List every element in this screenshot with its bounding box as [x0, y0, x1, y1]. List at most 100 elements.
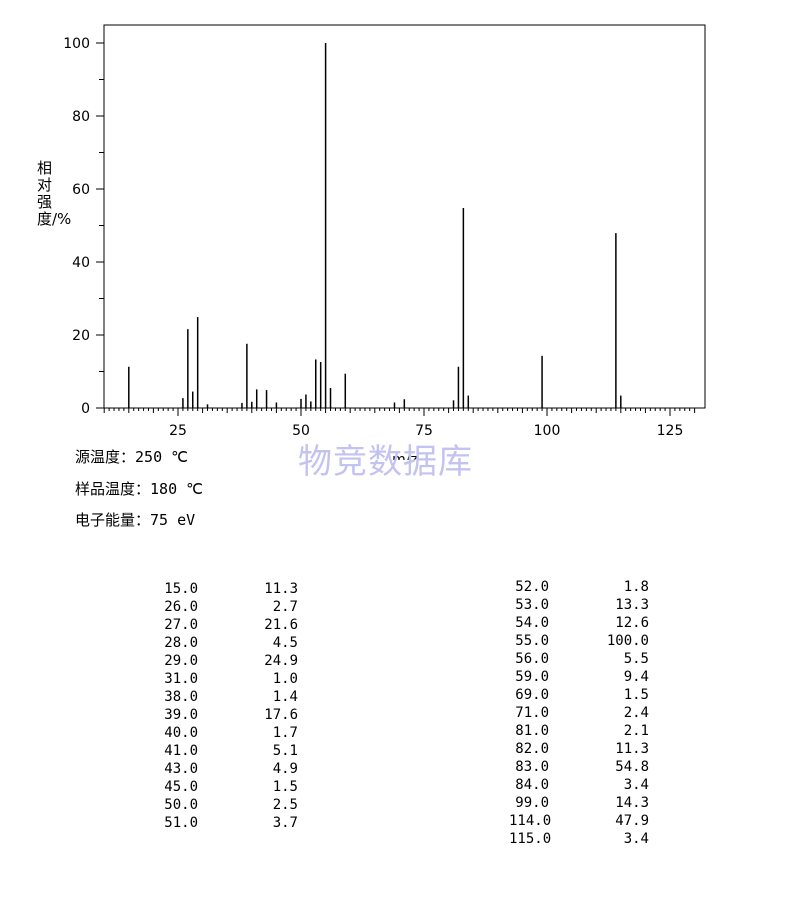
x-tick-label: 75 — [415, 423, 433, 439]
abundance-value: 1.5 — [272, 779, 298, 795]
mass-spectrum-chart: 25 50 75 100 125 0 20 40 60 80 100 m/z — [63, 24, 706, 460]
mz-value: 43.0 — [164, 761, 198, 777]
abundance-value: 13.3 — [615, 597, 649, 613]
x-axis-label: m/z — [392, 452, 418, 460]
mz-value: 38.0 — [164, 689, 198, 705]
source-temperature-value: 250 ℃ — [135, 448, 188, 466]
abundance-value: 1.0 — [272, 671, 298, 687]
mz-value: 99.0 — [515, 795, 549, 811]
table-row: 71.0 2.4 — [509, 704, 649, 722]
mz-value: 114.0 — [509, 813, 552, 829]
abundance-value: 4.9 — [272, 761, 298, 777]
mz-value: 39.0 — [164, 707, 198, 723]
table-row: 59.0 9.4 — [509, 668, 649, 686]
mz-value: 82.0 — [515, 741, 549, 757]
table-row: 82.0 11.3 — [509, 740, 649, 758]
table-row: 40.0 1.7 — [158, 724, 298, 742]
table-row: 45.0 1.5 — [158, 778, 298, 796]
abundance-value: 2.1 — [623, 723, 649, 739]
y-tick-label: 100 — [63, 36, 90, 52]
mz-value: 51.0 — [164, 815, 198, 831]
mz-value: 54.0 — [515, 615, 549, 631]
y-tick-label: 20 — [72, 328, 90, 344]
electron-energy: 电子能量：75 eV — [75, 509, 195, 530]
table-row: 51.0 3.7 — [158, 814, 298, 832]
electron-energy-label: 电子能量： — [75, 511, 151, 529]
x-tick-label: 25 — [169, 423, 187, 439]
abundance-value: 1.4 — [272, 689, 298, 705]
y-tick-label: 40 — [72, 255, 90, 271]
abundance-value: 47.9 — [615, 813, 649, 829]
table-row: 83.0 54.8 — [509, 758, 649, 776]
tick-labels: 25 50 75 100 125 0 20 40 60 80 100 m/z — [63, 36, 683, 460]
y-tick-label: 0 — [81, 401, 90, 417]
table-row: 43.0 4.9 — [158, 760, 298, 778]
abundance-value: 3.4 — [623, 831, 649, 847]
mz-value: 81.0 — [515, 723, 549, 739]
abundance-value: 54.8 — [615, 759, 649, 775]
plot-frame — [103, 24, 706, 409]
abundance-value: 100.0 — [606, 633, 649, 649]
source-temperature-label: 源温度： — [75, 448, 136, 466]
abundance-value: 1.7 — [272, 725, 298, 741]
mz-value: 83.0 — [515, 759, 549, 775]
abundance-value: 12.6 — [615, 615, 649, 631]
table-row: 15.0 11.3 — [158, 580, 298, 598]
electron-energy-value: 75 eV — [150, 511, 196, 529]
abundance-value: 1.8 — [623, 579, 649, 595]
abundance-value: 21.6 — [264, 617, 298, 633]
x-tick-label: 100 — [534, 423, 561, 439]
table-row: 115.0 3.4 — [509, 830, 649, 848]
table-row: 55.0 100.0 — [509, 632, 649, 650]
abundance-value: 2.4 — [623, 705, 649, 721]
axis-ticks — [96, 42, 696, 416]
table-row: 28.0 4.5 — [158, 634, 298, 652]
abundance-value: 5.1 — [272, 743, 298, 759]
table-row: 50.0 2.5 — [158, 796, 298, 814]
mz-value: 45.0 — [164, 779, 198, 795]
abundance-value: 17.6 — [264, 707, 298, 723]
abundance-value: 4.5 — [272, 635, 298, 651]
table-row: 56.0 5.5 — [509, 650, 649, 668]
table-row: 69.0 1.5 — [509, 686, 649, 704]
y-tick-label: 80 — [72, 109, 90, 125]
abundance-value: 24.9 — [264, 653, 298, 669]
sample-temperature-label: 样品温度： — [75, 480, 151, 498]
mz-value: 41.0 — [164, 743, 198, 759]
table-row: 81.0 2.1 — [509, 722, 649, 740]
sample-temperature-value: 180 ℃ — [150, 480, 203, 498]
table-row: 114.0 47.9 — [509, 812, 649, 830]
abundance-value: 2.5 — [272, 797, 298, 813]
table-row: 84.0 3.4 — [509, 776, 649, 794]
mz-value: 27.0 — [164, 617, 198, 633]
table-row: 39.0 17.6 — [158, 706, 298, 724]
mz-value: 31.0 — [164, 671, 198, 687]
mz-value: 29.0 — [164, 653, 198, 669]
table-row: 26.0 2.7 — [158, 598, 298, 616]
table-row: 29.0 24.9 — [158, 652, 298, 670]
peak-table-left: 15.0 11.3 26.0 2.7 27.0 21.6 28.0 4.5 29.0 24.9 31… — [158, 580, 298, 832]
mz-value: 55.0 — [515, 633, 549, 649]
table-row: 27.0 21.6 — [158, 616, 298, 634]
mz-value: 115.0 — [509, 831, 552, 847]
abundance-value: 14.3 — [615, 795, 649, 811]
mz-value: 56.0 — [515, 651, 549, 667]
watermark: 物竞数据库 — [298, 442, 473, 482]
mz-value: 53.0 — [515, 597, 549, 613]
mz-value: 40.0 — [164, 725, 198, 741]
mz-value: 71.0 — [515, 705, 549, 721]
mz-value: 15.0 — [164, 581, 198, 597]
y-tick-label: 60 — [72, 182, 90, 198]
x-tick-label: 50 — [292, 423, 310, 439]
abundance-value: 11.3 — [615, 741, 649, 757]
abundance-value: 1.5 — [623, 687, 649, 703]
mz-value: 84.0 — [515, 777, 549, 793]
y-axis-label: 相对强度/% — [37, 159, 72, 228]
mz-value: 52.0 — [515, 579, 549, 595]
table-row: 52.0 1.8 — [509, 578, 649, 596]
mz-value: 69.0 — [515, 687, 549, 703]
sample-temperature: 样品温度：180 ℃ — [75, 478, 203, 499]
abundance-value: 5.5 — [623, 651, 649, 667]
peak-table-right: 52.0 1.8 53.0 13.3 54.0 12.6 55.0 100.0 56.0 5.5 5… — [509, 578, 649, 848]
source-temperature: 源温度：250 ℃ — [75, 446, 188, 467]
